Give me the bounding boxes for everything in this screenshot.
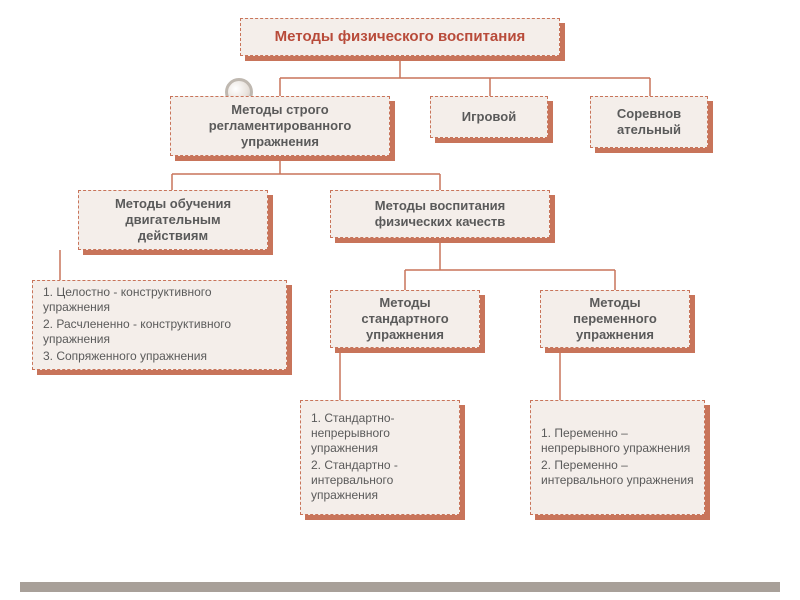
variable-detail-item: 2. Переменно – интервального упражнения xyxy=(541,458,694,488)
variable-detail-item: 1. Переменно – непрерывного упражнения xyxy=(541,426,694,456)
motor-detail-item: 3. Сопряженного упражнения xyxy=(43,349,207,364)
motor-detail-item: 1. Целостно - конструктивного упражнения xyxy=(43,285,276,315)
node-motor-learning: Методы обучения двигательным действиям xyxy=(78,190,268,250)
standard-detail-item: 2. Стандартно - интервального упражнения xyxy=(311,458,449,503)
node-competitive: Соревнов ательный xyxy=(590,96,708,148)
node-strict: Методы строго регламентированного упражн… xyxy=(170,96,390,156)
node-physical-qualities: Методы воспитания физических качеств xyxy=(330,190,550,238)
motor-detail: 1. Целостно - конструктивного упражнения… xyxy=(32,280,287,370)
node-standard-exercise: Методы стандартного упражнения xyxy=(330,290,480,348)
node-game: Игровой xyxy=(430,96,548,138)
bottom-bar xyxy=(20,582,780,592)
standard-detail: 1. Стандартно-непрерывного упражнения 2.… xyxy=(300,400,460,515)
root-node: Методы физического воспитания xyxy=(240,18,560,56)
variable-detail: 1. Переменно – непрерывного упражнения 2… xyxy=(530,400,705,515)
standard-detail-item: 1. Стандартно-непрерывного упражнения xyxy=(311,411,449,456)
node-variable-exercise: Методы переменного упражнения xyxy=(540,290,690,348)
motor-detail-item: 2. Расчлененно - конструктивного упражне… xyxy=(43,317,276,347)
